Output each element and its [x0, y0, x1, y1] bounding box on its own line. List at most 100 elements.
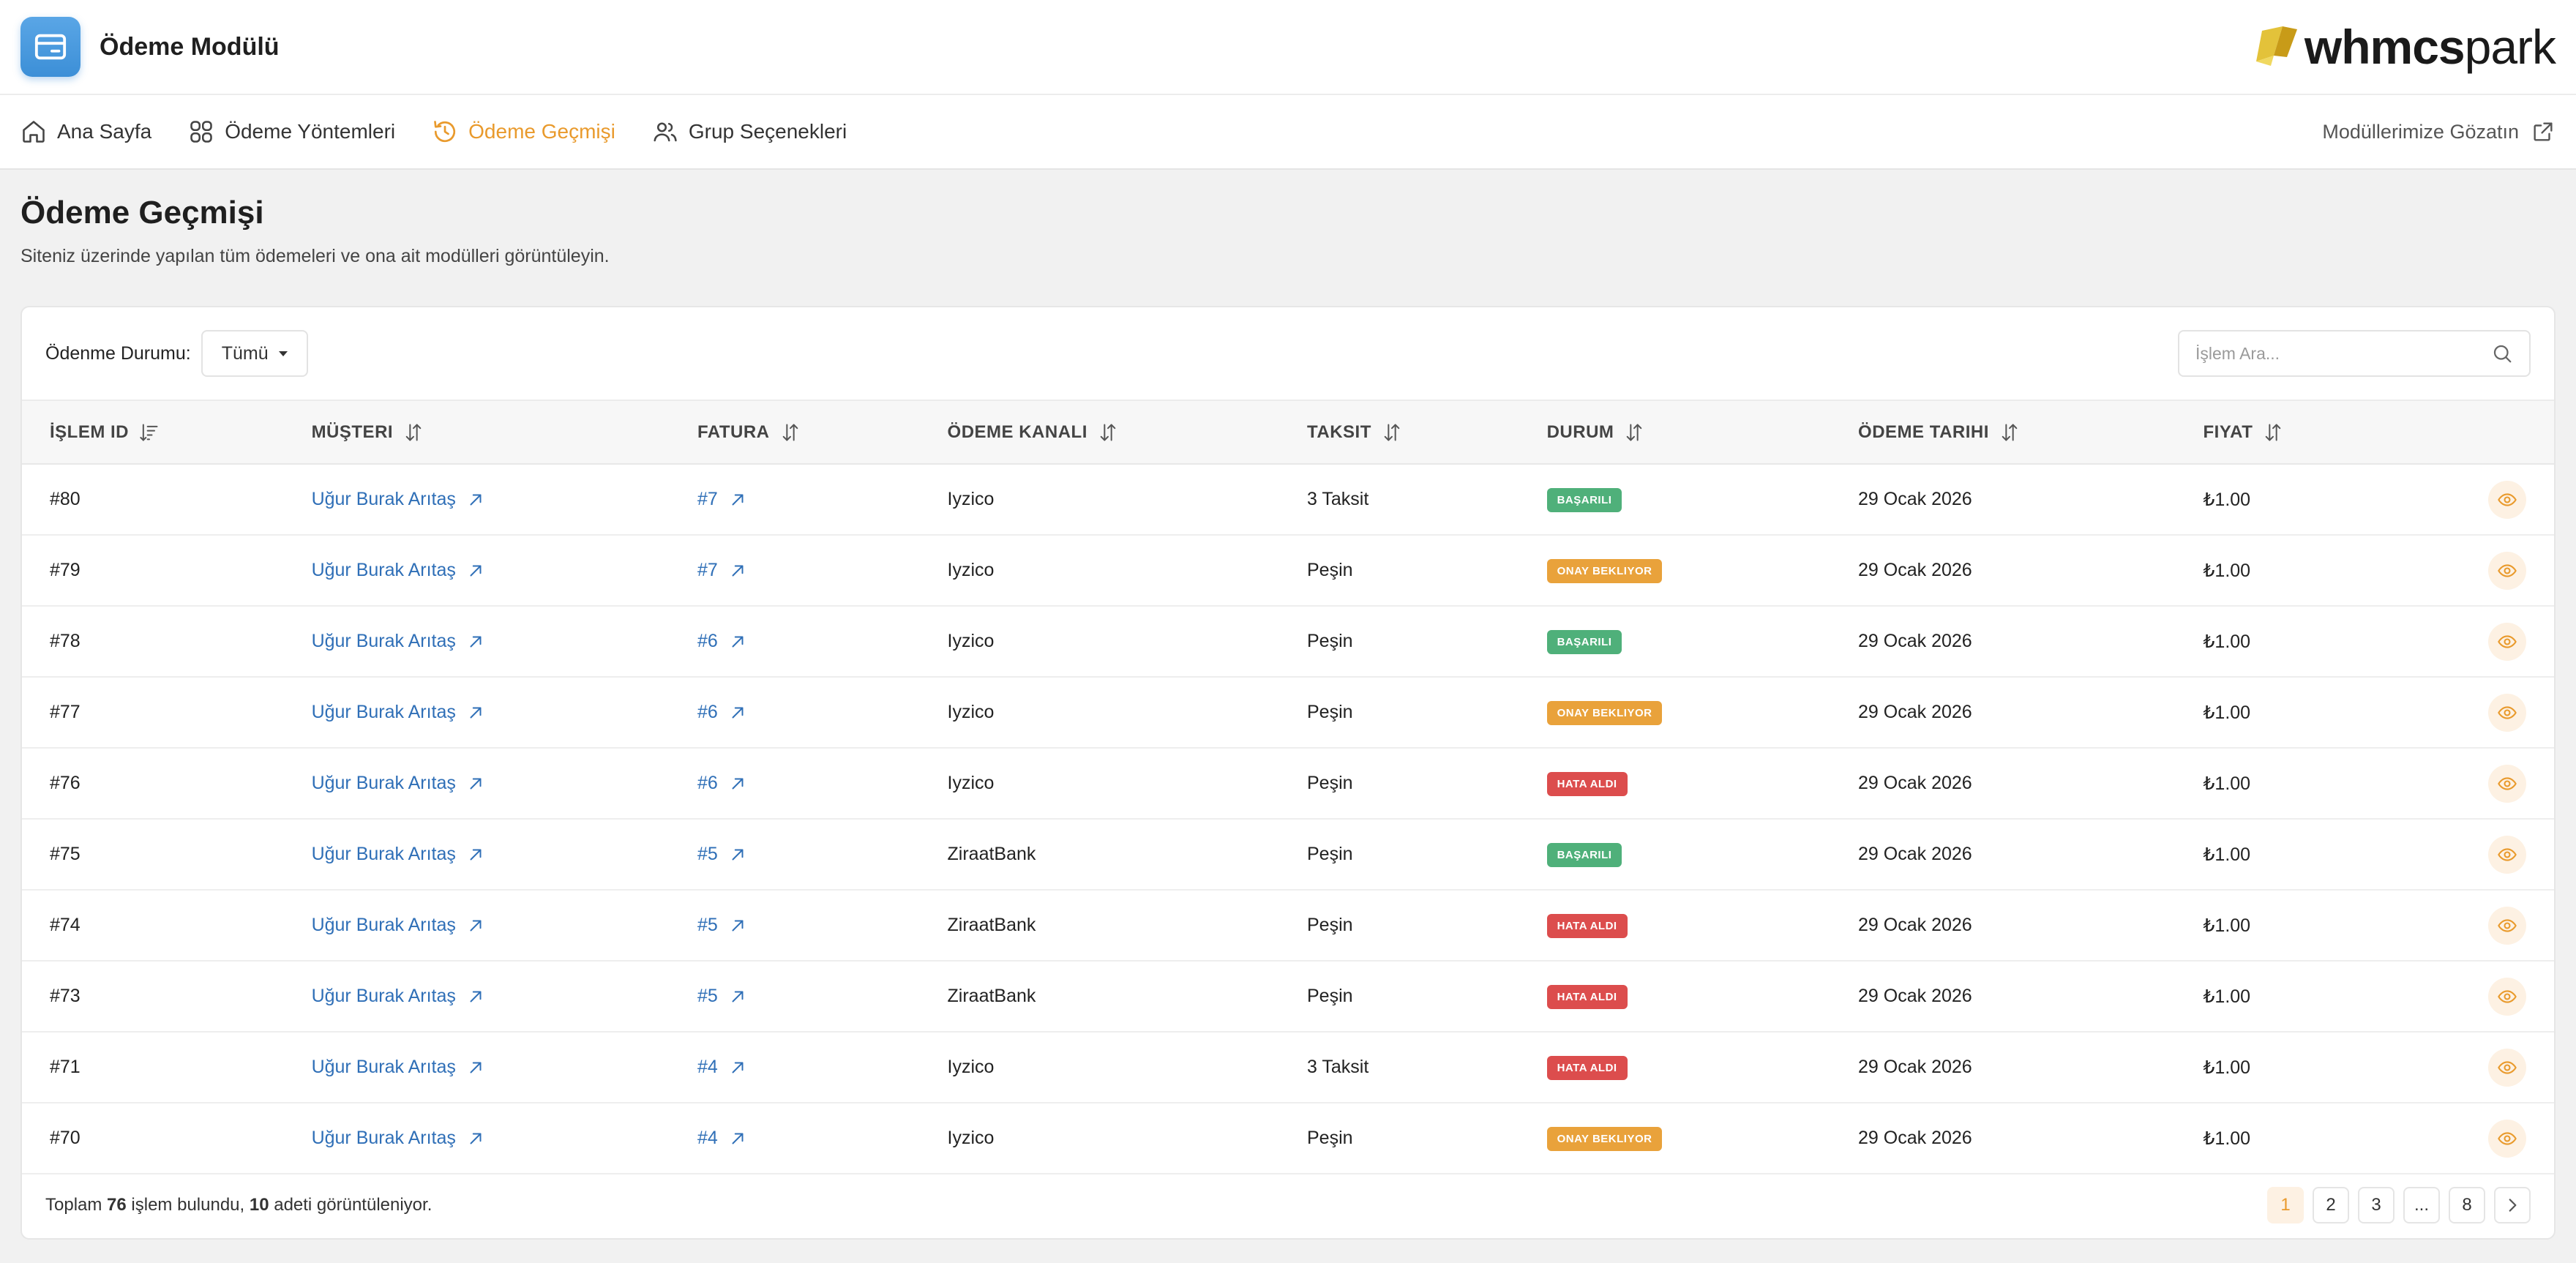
cell-price: ₺1.00: [2203, 773, 2251, 794]
view-button[interactable]: [2488, 480, 2526, 519]
next-page-button[interactable]: [2494, 1187, 2531, 1223]
sort-icon: [2002, 424, 2018, 441]
cell-price: ₺1.00: [2203, 915, 2251, 936]
view-button[interactable]: [2488, 551, 2526, 590]
sort-icon: [2266, 424, 2281, 441]
invoice-link[interactable]: #5: [697, 915, 747, 936]
nav-item-label: Ödeme Yöntemleri: [225, 120, 396, 143]
column-header-invoice[interactable]: FATURA: [697, 401, 948, 465]
nav-item-group-options[interactable]: Grup Seçenekleri: [652, 119, 847, 145]
customer-link[interactable]: Uğur Burak Arıtaş: [312, 773, 485, 794]
customer-link[interactable]: Uğur Burak Arıtaş: [312, 1057, 485, 1078]
column-header-customer[interactable]: MÜŞTERI: [311, 401, 697, 465]
sort-icon: [1384, 424, 1400, 441]
table-row: #75 Uğur Burak Arıtaş #5 ZiraatBank Peşin BAŞ…: [22, 819, 2554, 890]
view-button[interactable]: [2488, 1119, 2526, 1158]
search-icon[interactable]: [2491, 342, 2513, 364]
view-button[interactable]: [2488, 1048, 2526, 1087]
customer-name: Uğur Burak Arıtaş: [311, 560, 456, 580]
whmcspark-logo[interactable]: whmcspark: [2252, 23, 2556, 71]
cell-price: ₺1.00: [2203, 1057, 2251, 1078]
status-filter-label: Ödenme Durumu:: [45, 342, 191, 364]
table-body: #80 Uğur Burak Arıtaş #7 Iyzico 3 Taksit BAŞA…: [22, 464, 2554, 1174]
table-row: #74 Uğur Burak Arıtaş #5 ZiraatBank Peşin HAT…: [22, 890, 2554, 961]
cell-price: ₺1.00: [2203, 1128, 2251, 1149]
page-button-8[interactable]: 8: [2449, 1187, 2485, 1223]
view-button[interactable]: [2488, 977, 2526, 1016]
invoice-link[interactable]: #5: [697, 986, 747, 1007]
nav-item-payment-history[interactable]: Ödeme Geçmişi: [432, 119, 615, 145]
invoice-link[interactable]: #6: [697, 631, 747, 652]
view-button[interactable]: [2488, 693, 2526, 732]
cell-id: #75: [50, 844, 80, 864]
invoice-link[interactable]: #6: [697, 773, 747, 794]
status-badge: ONAY BEKLIYOR: [1546, 700, 1663, 725]
table-row: #77 Uğur Burak Arıtaş #6 Iyzico Peşin ONAY BE…: [22, 677, 2554, 748]
invoice-link[interactable]: #4: [697, 1128, 747, 1149]
column-header-price[interactable]: FIYAT: [2203, 401, 2423, 465]
view-button[interactable]: [2488, 906, 2526, 945]
external-arrow-icon: [470, 778, 482, 789]
page-button-3[interactable]: 3: [2358, 1187, 2395, 1223]
status-badge: HATA ALDI: [1546, 984, 1628, 1009]
column-header-status[interactable]: DURUM: [1546, 401, 1859, 465]
external-arrow-icon: [470, 991, 482, 1002]
cell-channel: ZiraatBank: [947, 986, 1036, 1006]
nav-item-payment-methods[interactable]: Ödeme Yöntemleri: [188, 119, 395, 145]
search-input[interactable]: [2195, 343, 2488, 364]
view-button[interactable]: [2488, 835, 2526, 874]
table-row: #71 Uğur Burak Arıtaş #4 Iyzico 3 Taksit HATA…: [22, 1032, 2554, 1103]
cell-date: 29 Ocak 2026: [1858, 560, 1972, 580]
table-row: #73 Uğur Burak Arıtaş #5 ZiraatBank Peşin HAT…: [22, 961, 2554, 1032]
page-button-2[interactable]: 2: [2313, 1187, 2349, 1223]
customer-link[interactable]: Uğur Burak Arıtaş: [312, 986, 485, 1007]
column-header-channel[interactable]: ÖDEME KANALI: [947, 401, 1307, 465]
column-header-id[interactable]: İŞLEM ID: [22, 401, 312, 465]
column-header-date[interactable]: ÖDEME TARIHI: [1858, 401, 2204, 465]
table-row: #79 Uğur Burak Arıtaş #7 Iyzico Peşin ONAY BE…: [22, 535, 2554, 606]
status-filter-select[interactable]: Tümü: [201, 330, 308, 377]
shown-count: 10: [249, 1195, 269, 1215]
cell-channel: Iyzico: [947, 702, 995, 722]
external-arrow-icon: [732, 1133, 744, 1144]
external-link-icon: [2534, 122, 2553, 141]
customer-link[interactable]: Uğur Burak Arıtaş: [312, 915, 485, 936]
invoice-link[interactable]: #7: [697, 489, 747, 510]
invoice-link[interactable]: #4: [697, 1057, 747, 1078]
view-button[interactable]: [2488, 622, 2526, 661]
customer-link[interactable]: Uğur Burak Arıtaş: [312, 844, 485, 865]
invoice-link[interactable]: #5: [697, 844, 747, 865]
customer-link[interactable]: Uğur Burak Arıtaş: [312, 560, 485, 581]
customer-link[interactable]: Uğur Burak Arıtaş: [312, 702, 485, 723]
status-badge: ONAY BEKLIYOR: [1546, 558, 1663, 583]
eye-icon: [2498, 918, 2517, 932]
invoice-link[interactable]: #7: [697, 560, 747, 581]
cell-id: #80: [50, 489, 80, 509]
caret-down-icon: [278, 351, 288, 356]
table-row: #76 Uğur Burak Arıtaş #6 Iyzico Peşin HATA AL…: [22, 748, 2554, 819]
cell-installment: Peşin: [1307, 702, 1353, 722]
eye-icon: [2498, 1060, 2517, 1074]
customer-link[interactable]: Uğur Burak Arıtaş: [312, 1128, 485, 1149]
view-button[interactable]: [2488, 764, 2526, 803]
external-arrow-icon: [470, 636, 482, 647]
customer-link[interactable]: Uğur Burak Arıtaş: [312, 489, 485, 510]
external-arrow-icon: [732, 778, 744, 789]
total-count: 76: [107, 1195, 127, 1215]
eye-icon: [2498, 563, 2517, 577]
page-subtitle: Siteniz üzerinde yapılan tüm ödemeleri v…: [20, 246, 610, 266]
invoice-number: #6: [697, 773, 718, 793]
external-arrow-icon: [732, 565, 744, 576]
browse-modules-link[interactable]: Modüllerimize Gözatın: [2322, 119, 2556, 144]
cell-channel: ZiraatBank: [947, 915, 1036, 935]
page-button-1[interactable]: 1: [2267, 1187, 2304, 1223]
column-header-installment[interactable]: TAKSIT: [1307, 401, 1547, 465]
payments-table: İŞLEM ID MÜŞTERI FATURA ÖDEME KANALI TAK…: [22, 401, 2554, 1174]
nav-item-home[interactable]: Ana Sayfa: [20, 119, 151, 145]
cell-installment: Peşin: [1307, 986, 1353, 1006]
sort-icon: [405, 424, 422, 441]
eye-icon: [2498, 989, 2517, 1003]
customer-link[interactable]: Uğur Burak Arıtaş: [312, 631, 485, 652]
invoice-link[interactable]: #6: [697, 702, 747, 723]
external-arrow-icon: [470, 565, 482, 576]
